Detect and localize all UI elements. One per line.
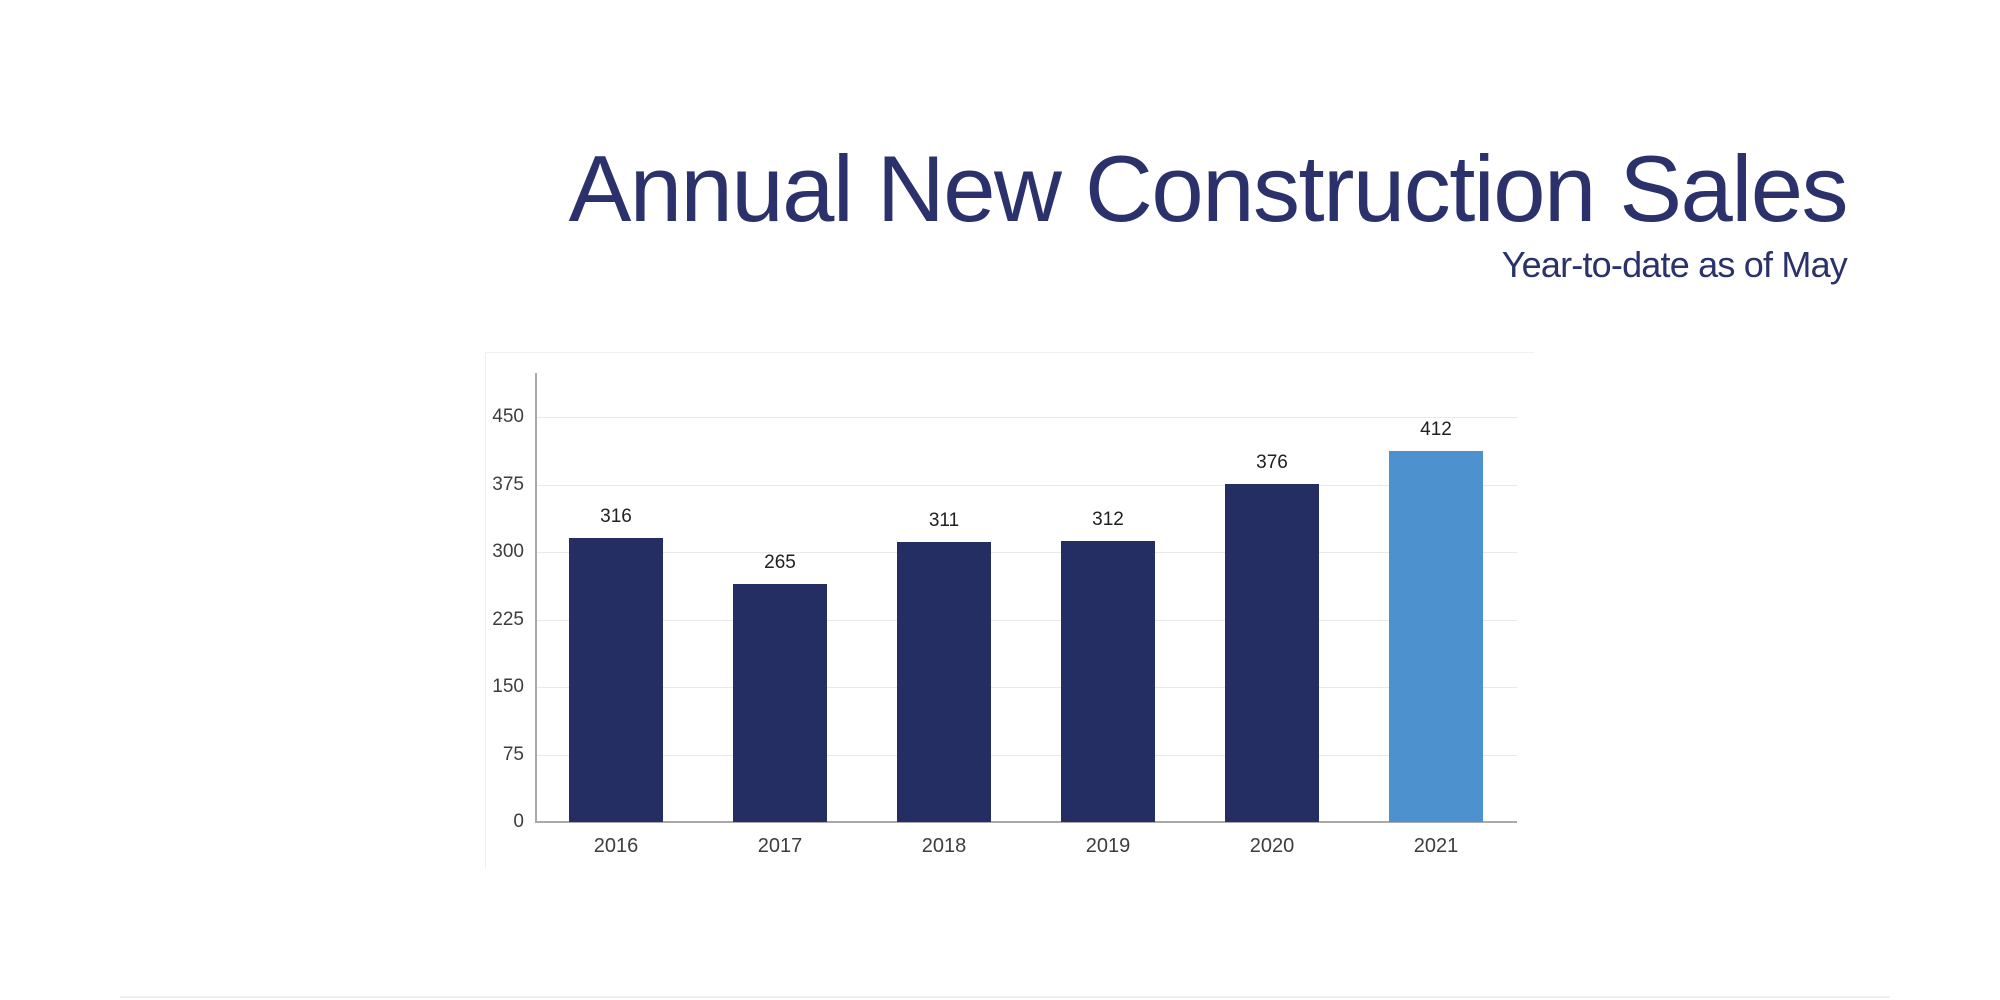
y-tick-label-375: 375 [492, 473, 524, 495]
gridline-300 [536, 552, 1517, 553]
y-tick-label-0: 0 [513, 811, 524, 832]
gridline-375 [536, 484, 1517, 486]
value-label-2020: 376 [1256, 451, 1288, 473]
value-label-2019: 312 [1092, 509, 1124, 531]
y-tick-label-225: 225 [492, 608, 524, 630]
bar-2017 [733, 583, 827, 822]
value-label-2018: 311 [928, 510, 960, 532]
x-tick-label-2021: 2021 [1413, 835, 1459, 857]
bar-2021 [1389, 451, 1483, 822]
x-tick-label-2019: 2019 [1085, 835, 1131, 857]
x-tick-label-2017: 2017 [757, 835, 803, 857]
y-axis-line [535, 373, 537, 822]
value-label-2021: 412 [1420, 419, 1452, 441]
y-tick-label-150: 150 [492, 676, 524, 697]
chart-title: Annual New Construction Sales [568, 136, 1849, 241]
x-tick-label-2016: 2016 [593, 835, 639, 857]
y-tick-label-450: 450 [492, 406, 524, 427]
x-tick-label-2020: 2020 [1249, 835, 1295, 857]
chart-card-outline [485, 352, 1534, 869]
bottom-divider-line [120, 996, 1890, 998]
bar-2018 [897, 542, 991, 822]
value-label-2016: 316 [600, 505, 632, 527]
chart-header: Annual New Construction Sales Year-to-da… [568, 136, 1849, 285]
gridline-450 [536, 417, 1517, 418]
gridline-225 [536, 619, 1517, 621]
bar-2020 [1225, 483, 1319, 822]
x-axis-baseline [535, 821, 1517, 823]
gridline-150 [536, 687, 1517, 688]
bar-2019 [1061, 541, 1155, 822]
y-tick-label-75: 75 [502, 743, 524, 765]
y-tick-label-300: 300 [492, 541, 524, 562]
value-label-2017: 265 [764, 551, 796, 573]
bar-2016 [569, 537, 663, 822]
gridline-75 [536, 754, 1517, 756]
chart-subtitle: Year-to-date as of May [1501, 244, 1848, 285]
x-tick-label-2018: 2018 [921, 835, 967, 857]
